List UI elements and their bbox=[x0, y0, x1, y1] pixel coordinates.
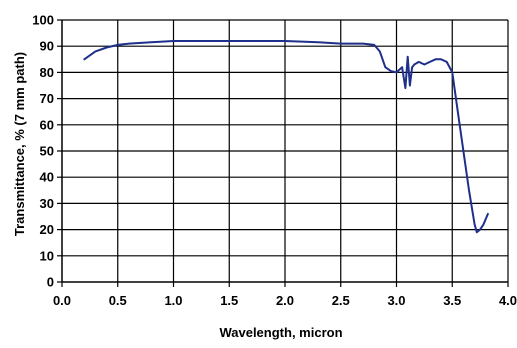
y-tick-label: 50 bbox=[40, 144, 54, 159]
x-tick-label: 3.0 bbox=[387, 293, 405, 308]
y-tick-label: 10 bbox=[40, 248, 54, 263]
axes: 0 10 20 30 40 50 60 70 80 90 100 0.0 0.5 1.0 1.5 2.0 2.5… bbox=[32, 13, 517, 309]
y-axis-title: Transmittance, % (7 mm path) bbox=[12, 52, 27, 236]
x-tick-label: 1.0 bbox=[164, 293, 182, 308]
y-tick-label: 60 bbox=[40, 117, 54, 132]
y-tick-label: 20 bbox=[40, 222, 54, 237]
x-tick-label: 0.0 bbox=[53, 293, 71, 308]
y-tick-label: 40 bbox=[40, 170, 54, 185]
y-tick-label: 70 bbox=[40, 91, 54, 106]
x-tick-label: 2.0 bbox=[276, 293, 294, 308]
y-tick-label: 100 bbox=[32, 13, 54, 28]
grid bbox=[62, 19, 509, 282]
y-tick-label: 90 bbox=[40, 39, 54, 54]
y-tick-label: 30 bbox=[40, 196, 54, 211]
x-axis-title: Wavelength, micron bbox=[219, 325, 342, 340]
x-tick-label: 2.5 bbox=[332, 293, 350, 308]
series-line-0 bbox=[83, 40, 489, 234]
x-tick-label: 4.0 bbox=[499, 293, 517, 308]
axis-labels: Wavelength, micron Transmittance, % (7 m… bbox=[12, 52, 343, 340]
y-tick-label: 0 bbox=[47, 275, 54, 290]
plot-area bbox=[83, 40, 489, 234]
x-tick-label: 1.5 bbox=[220, 293, 238, 308]
x-tick-label: 0.5 bbox=[109, 293, 127, 308]
x-tick-label: 3.5 bbox=[443, 293, 461, 308]
y-tick-label: 80 bbox=[40, 65, 54, 80]
